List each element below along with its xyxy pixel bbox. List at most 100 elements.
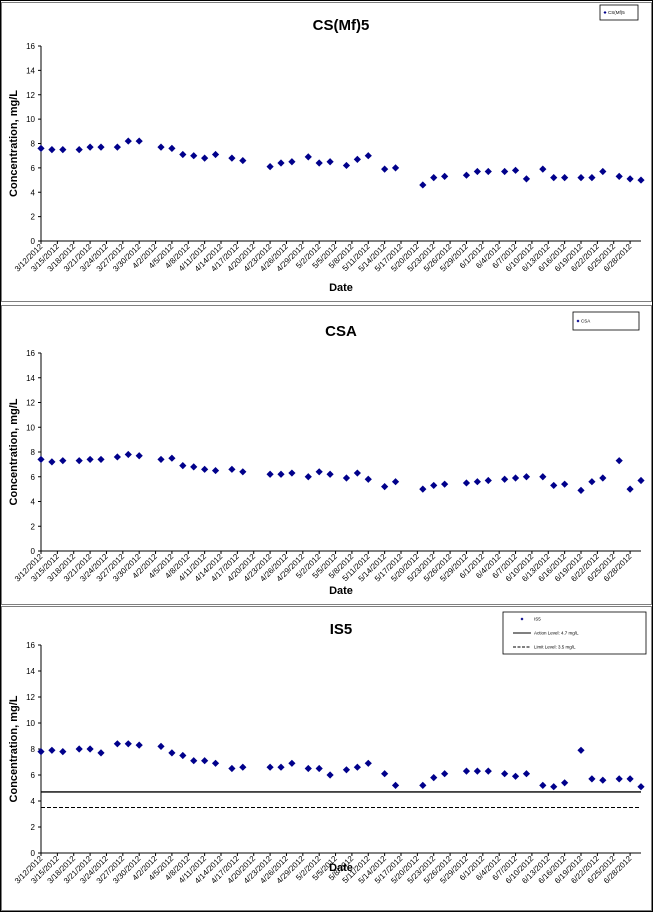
chart-2-point-0-40: [577, 746, 585, 754]
chart-2-legend-label-0: IS5: [534, 617, 541, 622]
chart-2-point-0-15: [228, 764, 236, 773]
chart-1-point-0-4: [86, 455, 94, 464]
chart-1: CSA02468101214163/12/20123/15/20123/18/2…: [1, 305, 652, 605]
chart-1-point-0-12: [190, 463, 198, 471]
chart-1-point-0-10: [168, 454, 176, 462]
chart-1-point-0-42: [599, 474, 607, 482]
chart-2-point-0-17: [266, 763, 274, 771]
chart-2-point-0-16: [239, 763, 247, 771]
chart-2-point-0-36: [522, 770, 531, 778]
chart-1-point-0-16: [239, 468, 247, 476]
chart-1-point-0-43: [615, 457, 623, 465]
chart-0-point-0-0: [37, 144, 45, 152]
chart-1-point-0-20: [304, 473, 312, 481]
chart-2-point-0-29: [430, 774, 438, 782]
chart-2-point-0-22: [326, 771, 334, 779]
chart-2-legend-label-2: Limit Level: 3.5 mg/L: [534, 645, 576, 650]
chart-1-point-0-31: [462, 479, 471, 487]
chart-2-point-0-11: [179, 751, 187, 760]
chart-1-point-0-17: [266, 470, 274, 478]
chart-0-y-tick-label-8: 16: [26, 42, 35, 51]
chart-2-point-0-8: [135, 741, 143, 749]
chart-0-point-0-23: [342, 161, 351, 170]
chart-0-point-0-40: [577, 174, 585, 182]
chart-2-point-0-42: [599, 776, 607, 784]
chart-0-point-0-19: [288, 158, 296, 166]
chart-1-point-0-18: [277, 470, 285, 478]
chart-0-y-tick-label-1: 2: [31, 213, 36, 222]
chart-1-point-0-27: [391, 478, 400, 486]
chart-2-point-0-25: [364, 759, 372, 767]
chart-2-point-0-20: [304, 764, 312, 773]
chart-2-point-0-19: [288, 759, 296, 767]
chart-0-point-0-29: [430, 174, 438, 182]
chart-1-point-0-19: [288, 469, 296, 477]
chart-2-point-0-26: [381, 770, 389, 778]
chart-1-point-0-0: [37, 455, 45, 464]
chart-0-point-0-12: [190, 152, 198, 160]
chart-2-frame: [1, 606, 652, 911]
chart-2-point-0-18: [277, 763, 285, 771]
chart-0-point-0-7: [124, 137, 132, 145]
chart-2-point-0-4: [86, 745, 94, 753]
chart-0-point-0-10: [168, 144, 176, 152]
chart-2-legend-label-1: Action Level: 4.7 mg/L: [534, 631, 579, 636]
chart-0-point-0-30: [441, 172, 449, 181]
chart-0-legend-label-0: CS(Mf)5: [608, 10, 625, 15]
chart-1-point-0-41: [588, 478, 596, 486]
chart-1-y-tick-label-3: 6: [31, 473, 36, 482]
chart-2-point-0-23: [342, 766, 351, 774]
chart-0-point-0-45: [637, 176, 645, 184]
chart-0-y-tick-label-4: 8: [31, 140, 36, 149]
chart-0-point-0-42: [599, 167, 607, 176]
chart-1-y-tick-label-1: 2: [31, 522, 36, 531]
chart-2-point-0-35: [511, 772, 520, 780]
chart-2-point-0-24: [353, 763, 361, 771]
chart-2-point-0-44: [626, 775, 634, 783]
chart-1-point-0-28: [419, 485, 427, 493]
chart-2-point-0-39: [561, 779, 569, 787]
chart-0-point-0-24: [353, 155, 361, 163]
chart-0-y-tick-label-6: 12: [26, 91, 35, 100]
chart-1-point-0-15: [228, 465, 236, 473]
chart-0-y-tick-label-0: 0: [31, 237, 36, 246]
chart-0-title: CS(Mf)5: [313, 17, 370, 34]
chart-0-point-0-20: [304, 153, 312, 161]
chart-2-point-0-13: [201, 757, 209, 765]
chart-2-point-0-33: [484, 767, 492, 775]
chart-0-y-tick-label-3: 6: [31, 164, 36, 173]
chart-0-point-0-28: [419, 181, 427, 189]
chart-1-point-0-6: [113, 453, 121, 461]
chart-1-legend: CSA: [572, 311, 640, 331]
chart-2-point-0-6: [113, 740, 121, 748]
chart-2: IS502468101214163/12/20123/15/20123/18/2…: [1, 606, 652, 911]
chart-2-point-0-38: [550, 783, 558, 791]
chart-1-point-0-11: [179, 462, 187, 470]
chart-2-point-0-2: [59, 748, 67, 756]
chart-1-legend-box: [572, 311, 640, 331]
chart-2-title: IS5: [330, 621, 353, 638]
chart-2-y-tick-label-8: 16: [26, 641, 35, 650]
chart-0-point-0-39: [561, 174, 569, 182]
chart-1-point-0-1: [48, 458, 56, 466]
chart-1-y-tick-label-5: 10: [26, 423, 35, 432]
chart-1-point-0-37: [539, 473, 547, 481]
chart-2-y-tick-label-3: 6: [31, 771, 36, 780]
chart-0-point-0-38: [550, 174, 558, 182]
chart-0: CS(Mf)502468101214163/12/20123/15/20123/…: [1, 2, 652, 302]
chart-0-point-0-35: [511, 166, 520, 174]
chart-0-y-tick-label-5: 10: [26, 115, 35, 124]
chart-0-point-0-16: [239, 156, 247, 165]
chart-2-point-0-3: [75, 745, 83, 753]
chart-0-point-0-18: [277, 159, 285, 167]
chart-0-point-0-31: [462, 171, 471, 179]
chart-2-point-0-41: [588, 775, 596, 783]
chart-0-point-0-2: [59, 145, 67, 154]
chart-0-point-0-14: [211, 150, 220, 159]
chart-1-y-tick-label-0: 0: [31, 547, 36, 556]
chart-1-point-0-26: [381, 483, 389, 491]
chart-2-point-0-32: [473, 767, 481, 775]
chart-2-point-0-1: [48, 746, 56, 754]
chart-1-point-0-5: [97, 455, 105, 464]
chart-0-point-0-26: [381, 165, 389, 173]
